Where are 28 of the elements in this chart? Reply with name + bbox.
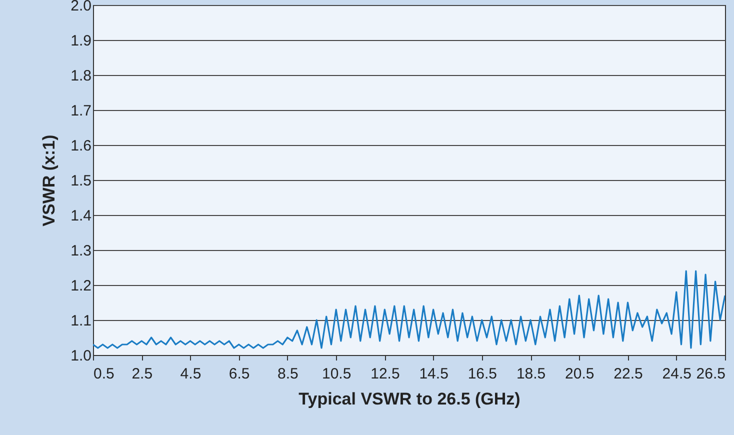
x-tick-label: 16.5	[468, 366, 498, 382]
x-tick-label: 10.5	[322, 366, 352, 382]
x-tick-label: 18.5	[516, 366, 546, 382]
y-tick-label: 1.7	[70, 102, 92, 120]
y-tick-label: 1.3	[70, 242, 92, 260]
x-tick-label: 22.5	[614, 366, 643, 382]
line-series	[93, 270, 725, 349]
x-tick-label: 20.5	[565, 366, 594, 382]
y-tick-label: 1.0	[70, 348, 92, 364]
x-tick-label: 8.5	[278, 366, 298, 382]
x-tick-label: 2.5	[132, 366, 153, 382]
y-axis-title: VSWR (x:1)	[40, 134, 59, 226]
y-tick-label: 1.6	[70, 138, 92, 154]
y-tick-label: 1.1	[70, 312, 92, 330]
x-tick-label: 26.5	[696, 366, 726, 382]
x-axis-title: Typical VSWR to 26.5 (GHz)	[298, 390, 520, 408]
y-tick-label: 2.0	[70, 0, 92, 14]
x-tick-label: 14.5	[419, 366, 448, 382]
y-tick-label: 1.8	[70, 68, 92, 84]
x-tick-label: 6.5	[228, 366, 250, 382]
y-tick-label: 1.5	[70, 172, 92, 190]
y-tick-label: 1.9	[70, 32, 92, 50]
x-tick-label: 12.5	[370, 366, 400, 382]
x-tick-label: 4.5	[180, 366, 202, 382]
y-tick-label: 1.2	[70, 278, 92, 294]
x-tick-label: 0.5	[94, 366, 114, 382]
y-tick-label: 1.4	[70, 208, 92, 224]
x-tick-label: 24.5	[662, 366, 692, 382]
